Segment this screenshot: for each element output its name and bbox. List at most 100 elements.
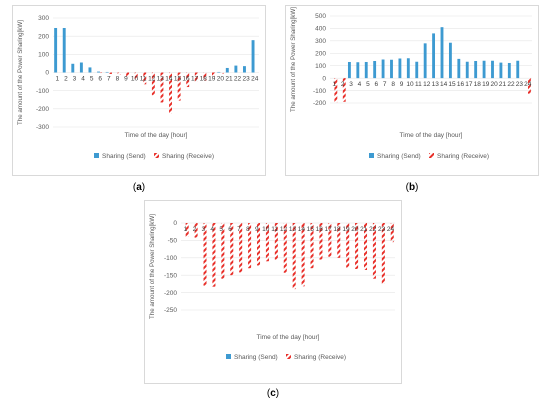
category-label: 3	[349, 81, 353, 88]
category-label: 22	[507, 81, 515, 88]
bar-send	[415, 61, 419, 79]
bar-receive	[342, 78, 346, 102]
category-label: 13	[289, 226, 297, 233]
legend-swatch-receive	[429, 153, 434, 158]
bar-receive	[160, 72, 164, 103]
chart-panel-a: 300 200 100 0 -100 -200 -300 The amount of the …	[12, 5, 266, 176]
bar-send	[251, 40, 255, 73]
category-label: 9	[400, 81, 404, 88]
category-label: 15	[174, 76, 182, 83]
bar-send	[347, 61, 351, 79]
legend-label-receive: Sharing (Receive)	[437, 153, 489, 160]
category-label: 18	[333, 226, 341, 233]
bar-receive	[527, 78, 531, 94]
category-label: 21	[499, 81, 507, 88]
y-tick-label: -250	[164, 307, 177, 314]
category-label: 17	[191, 76, 199, 83]
category-label: 6	[374, 81, 378, 88]
bar-send	[97, 71, 101, 73]
category-label: 20	[351, 226, 359, 233]
category-label: 9	[255, 226, 259, 233]
category-label: 18	[200, 76, 208, 83]
bar-receive	[248, 223, 252, 269]
bar-send	[448, 42, 452, 79]
category-label: 13	[157, 76, 165, 83]
bar-receive	[108, 72, 112, 74]
bar-send	[423, 43, 427, 79]
category-label: 3	[201, 226, 205, 233]
y-tick-label: 500	[315, 13, 326, 20]
legend-swatch-receive	[286, 354, 291, 359]
y-tick-label: 0	[173, 220, 177, 227]
category-label: 14	[440, 81, 448, 88]
bar-receive	[334, 78, 338, 103]
category-label: 20	[491, 81, 499, 88]
legend-swatch-receive	[154, 153, 159, 158]
category-label: 1	[55, 76, 59, 83]
y-tick-label: 300	[38, 15, 49, 22]
y-tick-label: 100	[315, 63, 326, 70]
category-label: 4	[210, 226, 214, 233]
category-label: 10	[262, 226, 270, 233]
category-label: 2	[64, 76, 68, 83]
legend-swatch-send	[226, 354, 231, 359]
category-label: 21	[360, 226, 368, 233]
bar-send	[234, 65, 238, 73]
category-label: 2	[193, 226, 197, 233]
bar-receive	[203, 72, 207, 81]
bar-receive	[372, 223, 376, 279]
category-label: 4	[81, 76, 85, 83]
bar-receive	[211, 72, 215, 77]
bar-receive	[212, 223, 216, 287]
y-tick-label: 0	[322, 75, 326, 82]
bar-receive	[363, 223, 368, 270]
category-label: 16	[182, 76, 190, 83]
bar-receive	[221, 223, 225, 279]
category-label: 13	[432, 81, 440, 88]
bar-send	[364, 61, 368, 79]
bar-send	[499, 62, 503, 79]
bar-send	[390, 59, 393, 79]
category-label: 23	[378, 226, 386, 233]
bar-receive	[194, 72, 198, 82]
bar-send	[62, 27, 66, 73]
legend-swatch-send	[369, 153, 374, 158]
category-label: 23	[516, 81, 524, 88]
category-label: 12	[423, 81, 431, 88]
category-label: 15	[307, 226, 315, 233]
category-label: 7	[383, 81, 387, 88]
y-axis-title: The amount of the Power Sharing[kW]	[17, 20, 24, 125]
bar-send	[79, 62, 83, 73]
bar-send	[381, 59, 385, 79]
bar-receive	[134, 72, 138, 80]
bar-send	[491, 60, 494, 79]
category-label: 1	[184, 226, 188, 233]
bar-send	[474, 60, 478, 79]
bar-receive	[177, 72, 181, 101]
category-label: 5	[366, 81, 370, 88]
legend-swatch-send	[94, 153, 99, 158]
bar-send	[54, 27, 58, 73]
chart-a: 300 200 100 0 -100 -200 -300 The amount of the …	[17, 15, 259, 160]
category-label: 18	[474, 81, 482, 88]
bar-receive	[169, 72, 172, 114]
category-label: 16	[316, 226, 324, 233]
bar-send	[465, 61, 469, 79]
category-label: 23	[243, 76, 251, 83]
category-label: 4	[358, 81, 362, 88]
bar-receive	[151, 72, 155, 96]
category-label: 17	[465, 81, 473, 88]
bar-send	[398, 58, 402, 79]
chart-panel-c: 0 -50 -100 -150 -200 -250 The amount of the Po…	[144, 200, 402, 384]
chart-b: 500 400 300 200 100 0 -100 -200 The amount of th…	[290, 7, 532, 160]
bar-send	[217, 71, 221, 73]
category-label: 11	[140, 76, 147, 83]
legend-label-send: Sharing (Send)	[377, 153, 421, 160]
bar-receive	[355, 223, 359, 269]
caption-c-letter: c	[270, 388, 276, 399]
y-tick-label: -100	[164, 255, 177, 262]
y-tick-label: -150	[164, 272, 177, 279]
bar-send	[406, 58, 410, 79]
bar-receive	[126, 72, 130, 78]
caption-a: (a)	[132, 182, 146, 193]
